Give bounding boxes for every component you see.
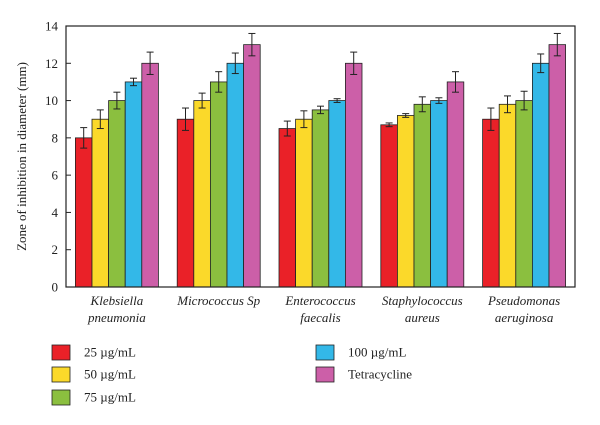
y-tick-label: 8 <box>52 130 59 145</box>
bar-4-2 <box>396 115 415 288</box>
y-axis-label: Zone of inhibition in diameter (mm) <box>14 62 29 251</box>
y-tick-label: 10 <box>45 93 58 108</box>
bar-3-4 <box>328 100 346 288</box>
bar-1-5 <box>141 62 159 288</box>
bar-3-2 <box>295 118 313 288</box>
category-label: aeruginosa <box>495 310 554 325</box>
category-label: faecalis <box>300 310 340 325</box>
bar-4-5 <box>446 81 465 288</box>
bar-1-3 <box>108 100 126 288</box>
y-tick-label: 6 <box>52 168 59 183</box>
plot-frame <box>65 25 576 288</box>
bar-3-3 <box>311 109 330 288</box>
category-labels: Klebsiella pneumonia Micrococcus Sp Enteroc… <box>87 293 560 325</box>
bar-2-4 <box>226 62 245 288</box>
y-tick-label: 14 <box>45 19 59 34</box>
legend-swatch-4 <box>315 344 335 361</box>
category-label: Micrococcus Sp <box>176 293 260 308</box>
bar-5-2 <box>498 103 517 288</box>
y-tick-label: 4 <box>52 205 59 220</box>
legend-swatch-1 <box>51 344 71 361</box>
bar-2-2 <box>193 100 211 288</box>
legend-label-5: Tetracycline <box>348 367 412 382</box>
bar-1-1 <box>75 137 93 288</box>
y-tick-label: 12 <box>45 56 58 71</box>
legend-label-2: 50 µg/mL <box>84 367 136 382</box>
bar-1-2 <box>91 118 110 288</box>
bar-4-1 <box>380 124 398 288</box>
category-label: Pseudomonas <box>487 293 560 308</box>
legend-swatch-2 <box>51 366 71 383</box>
legend-swatch-3 <box>51 389 71 406</box>
bar-3-1 <box>278 128 297 288</box>
y-tick-label: 2 <box>52 242 59 257</box>
legend: 25 µg/mL 50 µg/mL 75 µg/mL 100 µg/mL Tetracy… <box>51 344 412 406</box>
bar-2-1 <box>176 118 195 288</box>
legend-swatch-5 <box>315 366 335 383</box>
legend-label-3: 75 µg/mL <box>84 390 136 405</box>
legend-label-1: 25 µg/mL <box>84 345 136 360</box>
bar-5-1 <box>482 118 500 288</box>
category-label: aureus <box>405 310 440 325</box>
legend-label-4: 100 µg/mL <box>348 345 406 360</box>
bar-3-5 <box>344 62 363 288</box>
bar-5-5 <box>548 44 567 288</box>
bar-4-4 <box>430 100 448 288</box>
category-label: Staphylococcus <box>382 293 463 308</box>
bar-2-3 <box>209 81 228 288</box>
y-tick-label: 0 <box>52 280 59 295</box>
y-axis-ticks: 0 2 4 6 8 10 12 14 <box>45 19 71 295</box>
bar-1-4 <box>124 81 143 288</box>
category-label: Klebsiella <box>90 293 144 308</box>
category-label: pneumonia <box>87 310 146 325</box>
bar-2-5 <box>243 44 261 288</box>
bar-5-3 <box>515 100 533 288</box>
error-bars <box>80 32 561 149</box>
category-label: Enterococcus <box>284 293 355 308</box>
bars <box>75 44 567 288</box>
bar-4-3 <box>413 103 432 288</box>
bar-5-4 <box>532 62 550 288</box>
